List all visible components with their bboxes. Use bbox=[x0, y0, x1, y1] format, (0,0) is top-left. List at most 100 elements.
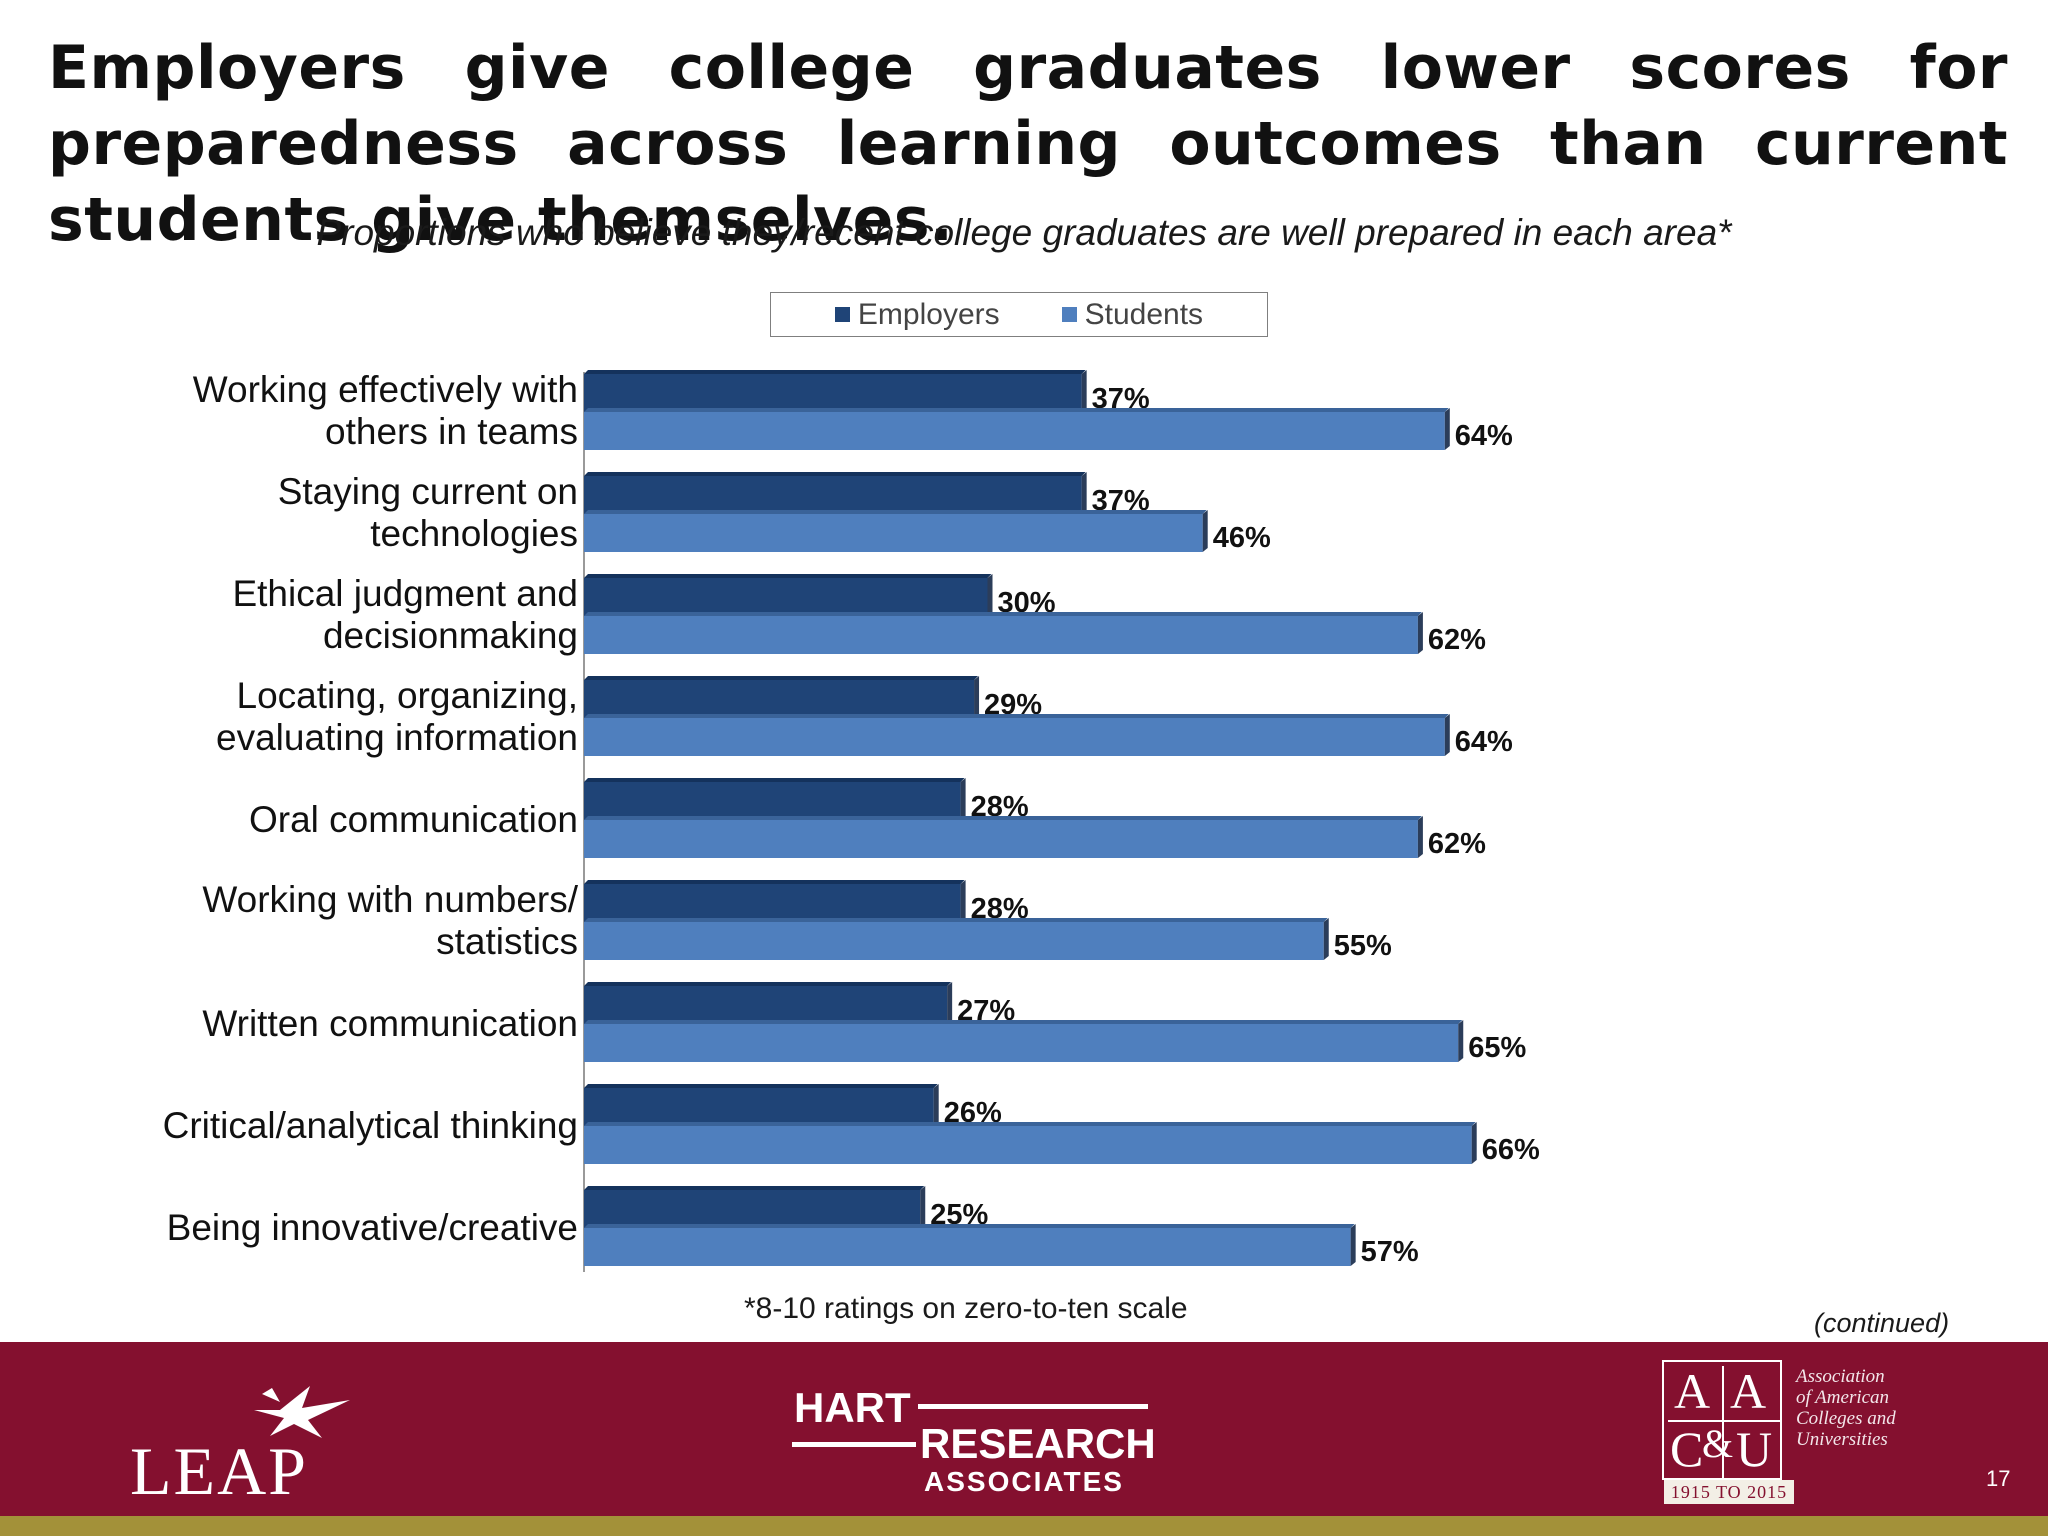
aacu-letter-5: U bbox=[1736, 1421, 1773, 1477]
legend-swatch-students bbox=[1061, 307, 1077, 322]
aacu-letter-3: C bbox=[1670, 1421, 1704, 1477]
bar-end-cap-students bbox=[1471, 1122, 1477, 1164]
bar-students bbox=[584, 1126, 1472, 1164]
bar-end-cap-students bbox=[1444, 714, 1450, 756]
associates-wordmark: ASSOCIATES bbox=[924, 1466, 1124, 1497]
legend-label-students: Students bbox=[1084, 297, 1204, 331]
aacu-logo: A A C & U 1915 TO 2015 Association of Am… bbox=[1660, 1358, 1960, 1508]
bar-students bbox=[584, 412, 1445, 450]
bar-students bbox=[584, 718, 1445, 756]
leap-logo: LEAP bbox=[130, 1380, 370, 1509]
bar-students bbox=[584, 514, 1203, 552]
bar-employers bbox=[584, 1088, 934, 1126]
data-label-students: 57% bbox=[1361, 1236, 1419, 1268]
data-label-students: 55% bbox=[1334, 930, 1392, 962]
bar-end-cap-employers bbox=[920, 1186, 926, 1228]
bar-end-cap-students bbox=[1444, 408, 1450, 450]
bar-top-face-employers bbox=[584, 982, 952, 986]
bar-top-face-students bbox=[584, 1224, 1355, 1228]
hart-research-logo: HART RESEARCH ASSOCIATES bbox=[790, 1384, 1156, 1504]
data-label-students: 62% bbox=[1428, 624, 1486, 656]
aacu-name-line: Association bbox=[1796, 1366, 1885, 1387]
bar-end-cap-students bbox=[1417, 612, 1423, 654]
bar-employers bbox=[584, 680, 975, 718]
leap-wordmark: LEAP bbox=[130, 1433, 308, 1509]
bar-top-face-employers bbox=[584, 1186, 925, 1190]
bar-end-cap-employers bbox=[1081, 370, 1087, 412]
bar-end-cap-students bbox=[1323, 918, 1329, 960]
bar-students bbox=[584, 1024, 1459, 1062]
bar-end-cap-students bbox=[1350, 1224, 1356, 1266]
legend-label-employers: Employers bbox=[857, 297, 1000, 331]
bar-top-face-employers bbox=[584, 778, 965, 782]
bar-end-cap-students bbox=[1202, 510, 1208, 552]
data-label-students: 62% bbox=[1428, 828, 1486, 860]
aacu-name: Association of American Colleges and Uni… bbox=[1796, 1366, 1966, 1450]
chart-subtitle: Proportions who believe they/recent coll… bbox=[316, 212, 1732, 253]
data-label-students: 46% bbox=[1213, 522, 1271, 554]
category-label: technologies bbox=[370, 513, 578, 554]
legend-swatch-employers bbox=[834, 307, 850, 322]
bar-students bbox=[584, 616, 1418, 654]
category-label: Being innovative/creative bbox=[167, 1207, 578, 1248]
bar-top-face-employers bbox=[584, 472, 1086, 476]
category-label: Critical/analytical thinking bbox=[163, 1105, 578, 1146]
aacu-letter-2: A bbox=[1730, 1363, 1767, 1419]
bar-end-cap-employers bbox=[960, 778, 966, 820]
bar-students bbox=[584, 820, 1418, 858]
category-label: Written communication bbox=[202, 1003, 578, 1044]
category-label: Staying current on bbox=[278, 471, 578, 512]
chart-legend: Employers Students bbox=[770, 292, 1268, 337]
legend-item-students: Students bbox=[1061, 297, 1204, 332]
category-label: Ethical judgment and bbox=[232, 573, 578, 614]
hart-rule-left bbox=[792, 1442, 916, 1447]
bar-top-face-students bbox=[584, 1122, 1476, 1126]
hart-wordmark: HART bbox=[794, 1384, 911, 1431]
legend-item-employers: Employers bbox=[834, 297, 1000, 332]
category-label: others in teams bbox=[325, 411, 578, 452]
bar-top-face-students bbox=[584, 510, 1207, 514]
data-label-students: 66% bbox=[1482, 1134, 1540, 1166]
bar-top-face-employers bbox=[584, 1084, 938, 1088]
bar-top-face-students bbox=[584, 612, 1422, 616]
aacu-letter-1: A bbox=[1674, 1363, 1711, 1419]
bar-top-face-students bbox=[584, 714, 1449, 718]
data-label-students: 64% bbox=[1455, 420, 1513, 452]
bar-end-cap-employers bbox=[974, 676, 980, 718]
aacu-name-line: of American bbox=[1796, 1387, 1890, 1408]
bar-end-cap-employers bbox=[947, 982, 953, 1024]
category-label: Working with numbers/ bbox=[202, 879, 578, 920]
bar-employers bbox=[584, 374, 1082, 412]
bar-top-face-students bbox=[584, 918, 1328, 922]
bar-top-face-students bbox=[584, 1020, 1463, 1024]
bar-top-face-students bbox=[584, 408, 1449, 412]
category-label: Oral communication bbox=[249, 799, 578, 840]
bar-employers bbox=[584, 578, 988, 616]
bar-employers bbox=[584, 986, 948, 1024]
page-number: 17 bbox=[1986, 1466, 2011, 1491]
footer-stripe bbox=[0, 1516, 2048, 1536]
category-label: evaluating information bbox=[216, 717, 578, 758]
bar-end-cap-employers bbox=[987, 574, 993, 616]
bar-end-cap-employers bbox=[960, 880, 966, 922]
aacu-monogram: A A C & U bbox=[1662, 1360, 1782, 1480]
bar-end-cap-employers bbox=[1081, 472, 1087, 514]
aacu-years-ribbon: 1915 TO 2015 bbox=[1664, 1480, 1794, 1504]
aacu-letter-4: & bbox=[1702, 1421, 1734, 1466]
category-label: statistics bbox=[436, 921, 578, 962]
bar-end-cap-students bbox=[1417, 816, 1423, 858]
aacu-name-line: Colleges and bbox=[1796, 1408, 1896, 1429]
slide-title: Employers give college graduates lower s… bbox=[48, 33, 2008, 255]
bar-employers bbox=[584, 782, 961, 820]
bar-employers bbox=[584, 476, 1082, 514]
bar-students bbox=[584, 1228, 1351, 1266]
data-label-students: 65% bbox=[1468, 1032, 1526, 1064]
bar-students bbox=[584, 922, 1324, 960]
bar-end-cap-students bbox=[1458, 1020, 1464, 1062]
research-wordmark: RESEARCH bbox=[920, 1420, 1156, 1467]
aacu-name-line: Universities bbox=[1796, 1429, 1888, 1450]
bar-top-face-employers bbox=[584, 370, 1086, 374]
bar-employers bbox=[584, 1190, 921, 1228]
bar-top-face-employers bbox=[584, 574, 992, 578]
